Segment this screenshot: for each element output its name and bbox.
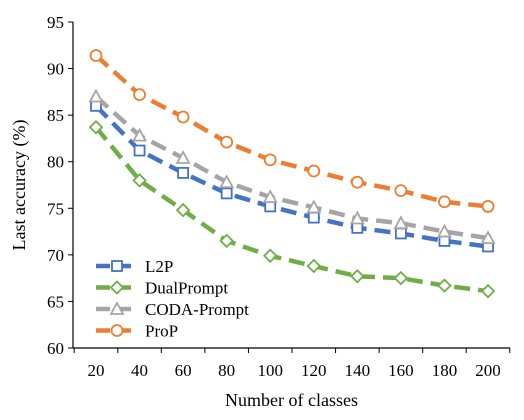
data-point (220, 135, 234, 149)
data-point (394, 227, 407, 240)
legend-item: ProP (96, 322, 178, 341)
data-point (263, 153, 277, 167)
x-tick-label: 120 (301, 361, 327, 380)
legend-label: L2P (145, 257, 173, 276)
legend-item: CODA-Prompt (96, 300, 249, 319)
data-point (481, 200, 495, 213)
data-point (88, 88, 104, 103)
data-point (132, 173, 147, 188)
y-tick-label: 85 (47, 106, 64, 125)
data-point (176, 110, 190, 124)
data-point (480, 230, 496, 244)
y-axis-ticks: 60 65 70 75 80 85 90 95 (47, 13, 73, 358)
series-line (94, 125, 489, 294)
series-lines (88, 49, 496, 299)
legend-label: ProP (145, 322, 178, 341)
y-tick-label: 65 (47, 292, 64, 311)
y-tick-label: 90 (47, 60, 64, 79)
x-tick-label: 40 (131, 361, 148, 380)
y-tick-label: 60 (47, 339, 64, 358)
data-point (393, 270, 409, 286)
data-point (132, 127, 148, 142)
data-point (350, 269, 365, 284)
data-point (262, 248, 278, 264)
data-point (219, 233, 234, 249)
data-point (306, 199, 322, 214)
x-axis-ticks: 20 40 60 80 100 120 140 160 180 200 (73, 348, 511, 380)
legend-marker (109, 280, 125, 295)
data-point (88, 119, 104, 135)
legend-marker (110, 324, 124, 337)
data-point (393, 215, 409, 230)
data-point (89, 49, 103, 62)
legend-label: CODA-Prompt (145, 300, 249, 319)
series-coda-prompt (88, 88, 496, 244)
legend-marker (109, 301, 125, 315)
x-tick-label: 160 (388, 361, 414, 380)
data-point (262, 189, 278, 204)
legend-item: L2P (96, 257, 173, 276)
data-point (220, 187, 233, 200)
series-line (94, 53, 489, 209)
data-point (177, 166, 190, 179)
data-point (175, 150, 191, 164)
x-tick-label: 100 (257, 361, 283, 380)
data-point (437, 278, 452, 293)
y-tick-label: 70 (47, 246, 64, 265)
legend-item: DualPrompt (96, 279, 228, 298)
y-tick-label: 75 (47, 199, 64, 218)
x-tick-label: 180 (432, 361, 458, 380)
data-point (175, 202, 191, 218)
x-tick-label: 20 (88, 361, 105, 380)
data-point (307, 164, 321, 178)
data-point (306, 258, 322, 274)
series-line (94, 104, 489, 249)
legend: L2P DualPrompt CODA-Prompt ProP (96, 257, 249, 341)
data-point (133, 144, 146, 157)
data-point (436, 223, 452, 238)
data-point (394, 184, 408, 197)
data-point (480, 283, 496, 299)
x-tick-label: 140 (345, 361, 371, 380)
data-point (438, 195, 451, 209)
legend-label: DualPrompt (145, 279, 228, 298)
data-point (349, 210, 365, 225)
data-point (219, 174, 235, 189)
x-tick-label: 80 (218, 361, 235, 380)
legend-marker (111, 260, 123, 272)
series-line (94, 94, 489, 241)
series-l2p (90, 99, 494, 253)
y-tick-label: 95 (47, 13, 64, 32)
y-axis-title: Last accuracy (%) (9, 120, 30, 251)
y-tick-label: 80 (47, 153, 64, 172)
series-dualprompt (88, 119, 496, 299)
data-point (307, 211, 320, 224)
x-tick-label: 60 (175, 361, 192, 380)
data-point (350, 175, 364, 189)
series-prop (89, 49, 495, 213)
x-axis-title: Number of classes (225, 390, 358, 410)
x-tick-label: 200 (475, 361, 501, 380)
data-point (133, 88, 146, 102)
